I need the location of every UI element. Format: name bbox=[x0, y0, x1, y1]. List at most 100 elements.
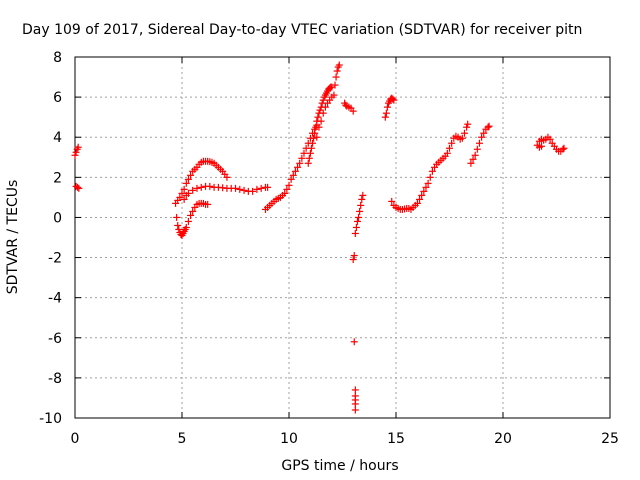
data-point bbox=[189, 186, 197, 194]
data-point bbox=[307, 144, 315, 152]
y-tick-label: 2 bbox=[53, 170, 62, 186]
data-point bbox=[350, 252, 358, 260]
data-point bbox=[296, 159, 304, 167]
plot-frame bbox=[74, 56, 611, 419]
data-point bbox=[331, 81, 339, 89]
data-point bbox=[316, 106, 324, 114]
data-point bbox=[460, 129, 468, 137]
data-point bbox=[458, 134, 466, 142]
data-point bbox=[349, 256, 357, 264]
data-point bbox=[471, 151, 479, 159]
data-point bbox=[180, 195, 188, 203]
y-tick-labels: -10 -8 -6 -4 -2 0 2 4 6 8 bbox=[39, 50, 62, 427]
data-point bbox=[206, 182, 214, 190]
data-point bbox=[463, 123, 471, 131]
data-point bbox=[313, 133, 321, 141]
x-tick-label: 5 bbox=[178, 431, 187, 447]
x-tick-label: 10 bbox=[280, 431, 298, 447]
data-point bbox=[359, 191, 367, 199]
data-point bbox=[560, 144, 568, 152]
data-point bbox=[236, 185, 244, 193]
data-point bbox=[559, 145, 567, 153]
y-tick-label: -6 bbox=[48, 331, 62, 347]
data-point bbox=[317, 117, 325, 125]
data-point bbox=[428, 167, 436, 175]
data-point bbox=[306, 149, 314, 157]
data-point bbox=[180, 185, 188, 193]
data-point bbox=[187, 171, 195, 179]
data-point bbox=[538, 142, 546, 150]
y-axis-label: SDTVAR / TECUs bbox=[5, 180, 21, 295]
data-point bbox=[285, 181, 293, 189]
data-point bbox=[289, 171, 297, 179]
y-tick-label: -10 bbox=[39, 411, 62, 427]
data-point bbox=[546, 135, 554, 143]
data-point bbox=[332, 73, 340, 81]
data-point bbox=[416, 195, 424, 203]
data-point bbox=[223, 173, 231, 181]
data-point bbox=[351, 386, 359, 394]
data-point bbox=[298, 154, 306, 162]
data-point bbox=[353, 217, 361, 225]
data-point bbox=[448, 139, 456, 147]
data-point bbox=[175, 225, 183, 233]
data-point bbox=[467, 159, 475, 167]
x-tick-label: 25 bbox=[601, 431, 619, 447]
data-point bbox=[240, 186, 248, 194]
data-point bbox=[257, 184, 265, 192]
data-point bbox=[187, 211, 195, 219]
data-point bbox=[189, 207, 197, 215]
data-point bbox=[319, 109, 327, 117]
data-point bbox=[176, 193, 184, 201]
data-point bbox=[184, 217, 192, 225]
data-point bbox=[390, 96, 398, 104]
data-point bbox=[184, 189, 192, 197]
data-point bbox=[478, 133, 486, 141]
data-point bbox=[443, 149, 451, 157]
data-point bbox=[178, 189, 186, 197]
data-point bbox=[424, 179, 432, 187]
axis-ticks bbox=[74, 56, 611, 419]
data-point bbox=[351, 406, 359, 414]
data-point bbox=[232, 184, 239, 192]
y-tick-label: -2 bbox=[48, 251, 62, 267]
data-point bbox=[335, 61, 343, 69]
y-tick-label: -4 bbox=[48, 291, 62, 307]
data-point bbox=[311, 129, 319, 137]
data-point bbox=[197, 183, 205, 191]
data-point bbox=[480, 129, 488, 137]
data-point bbox=[75, 184, 83, 192]
data-point bbox=[469, 155, 477, 163]
data-point bbox=[349, 107, 357, 115]
data-point bbox=[420, 187, 428, 195]
data-point bbox=[330, 91, 338, 99]
data-point bbox=[422, 183, 430, 191]
data-point bbox=[355, 213, 363, 221]
data-point bbox=[389, 95, 397, 103]
data-point bbox=[475, 139, 483, 147]
data-point bbox=[74, 143, 82, 151]
data-point bbox=[193, 184, 201, 192]
x-tick-label: 20 bbox=[494, 431, 512, 447]
data-point bbox=[291, 167, 299, 175]
data-point bbox=[446, 144, 453, 152]
data-point bbox=[310, 134, 318, 142]
x-tick-label: 0 bbox=[71, 431, 80, 447]
data-point bbox=[184, 175, 192, 183]
data-point bbox=[309, 139, 317, 147]
data-point bbox=[381, 113, 389, 121]
data-point bbox=[382, 109, 390, 117]
y-tick-label: 6 bbox=[53, 90, 62, 106]
data-point bbox=[287, 175, 295, 183]
data-point bbox=[319, 96, 327, 104]
data-point bbox=[333, 67, 341, 75]
x-axis-label: GPS time / hours bbox=[281, 458, 398, 474]
data-point bbox=[352, 223, 360, 231]
data-point bbox=[351, 400, 359, 408]
data-point bbox=[357, 201, 365, 209]
data-point bbox=[219, 184, 227, 192]
y-tick-label: 4 bbox=[53, 130, 62, 146]
data-point bbox=[283, 185, 291, 193]
y-tick-label: 0 bbox=[53, 210, 62, 226]
